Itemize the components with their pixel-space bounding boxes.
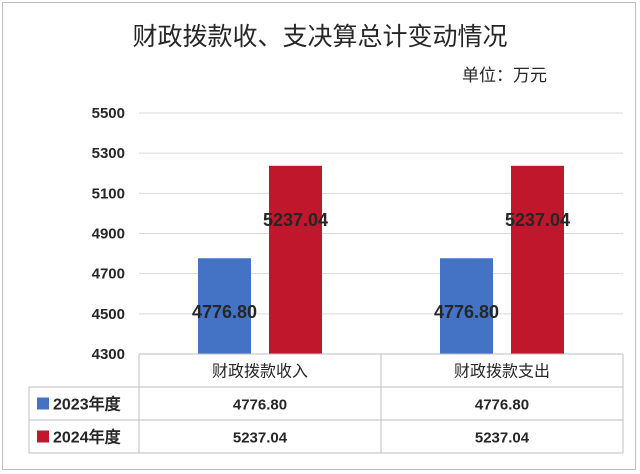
legend-swatch bbox=[37, 430, 49, 443]
y-axis-ticks: 4300 4500 4700 4900 5100 5300 5500 bbox=[92, 105, 125, 363]
bar bbox=[511, 165, 564, 354]
chart-frame: 财政拨款收、支决算总计变动情况 单位：万元 4300 4500 4700 4900 51… bbox=[2, 2, 636, 470]
y-tick-label: 4500 bbox=[92, 306, 125, 323]
table-value: 5237.04 bbox=[475, 430, 530, 447]
y-tick-label: 4300 bbox=[92, 346, 125, 363]
bar bbox=[269, 165, 322, 354]
bar bbox=[440, 258, 493, 354]
data-label: 4776.80 bbox=[192, 302, 257, 322]
y-tick-label: 4900 bbox=[92, 226, 125, 243]
data-table: 财政拨款收入 财政拨款支出 2023年度 4776.80 4776.80 2024年度 52… bbox=[28, 353, 624, 454]
legend-label: 2024年度 bbox=[53, 428, 122, 447]
bar bbox=[198, 258, 251, 354]
data-label: 5237.04 bbox=[505, 210, 570, 230]
category-label: 财政拨款支出 bbox=[454, 362, 550, 381]
unit-label: 单位：万元 bbox=[462, 66, 547, 86]
category-label: 财政拨款收入 bbox=[212, 362, 308, 381]
bars: 4776.80 5237.04 4776.80 5237.04 bbox=[192, 165, 570, 354]
data-label: 4776.80 bbox=[434, 302, 499, 322]
bar-chart: 财政拨款收、支决算总计变动情况 单位：万元 4300 4500 4700 4900 51… bbox=[28, 22, 624, 454]
legend-label: 2023年度 bbox=[53, 395, 122, 414]
y-tick-label: 5100 bbox=[92, 185, 125, 202]
legend-swatch bbox=[37, 397, 49, 410]
chart-title: 财政拨款收、支决算总计变动情况 bbox=[132, 22, 507, 51]
y-tick-label: 4700 bbox=[92, 266, 125, 283]
table-value: 4776.80 bbox=[475, 397, 529, 414]
y-tick-label: 5500 bbox=[92, 105, 125, 122]
y-tick-label: 5300 bbox=[92, 145, 125, 162]
table-value: 5237.04 bbox=[233, 430, 288, 447]
data-label: 5237.04 bbox=[263, 210, 328, 230]
table-value: 4776.80 bbox=[233, 397, 287, 414]
